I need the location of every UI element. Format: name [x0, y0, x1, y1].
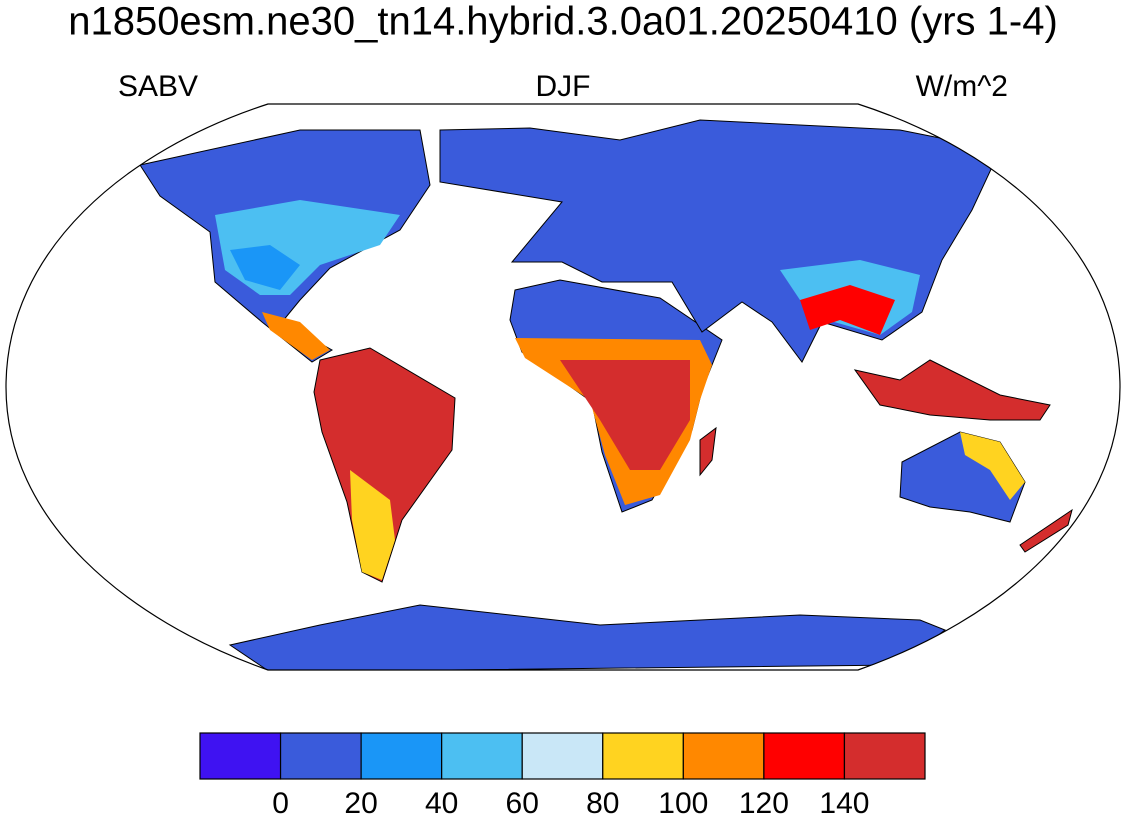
land-region: [1019, 508, 1073, 553]
colorbar-box: [843, 732, 926, 780]
center-label: DJF: [536, 70, 591, 103]
colorbar-box: [199, 732, 282, 780]
colorbar-tick-label: 0: [272, 787, 289, 820]
colorbar-tick-label: 140: [819, 787, 869, 820]
land-region: [228, 604, 946, 670]
colorbar-box: [279, 732, 362, 780]
colorbar-box: [763, 732, 846, 780]
colorbar-tick-label: 60: [506, 787, 539, 820]
map-land: [139, 119, 1073, 670]
land-region: [853, 359, 1051, 421]
land-region: [230, 245, 300, 290]
right-label: W/m^2: [916, 70, 1008, 103]
colorbar-tick-label: 100: [658, 787, 708, 820]
colorbar-box: [441, 732, 523, 780]
colorbar-tick-label: 120: [739, 787, 789, 820]
colorbar-tick-label: 80: [586, 787, 619, 820]
colorbar-box: [682, 732, 765, 780]
figure-title: n1850esm.ne30_tn14.hybrid.3.0a01.2025041…: [68, 0, 1058, 44]
colorbar-tick-label: 20: [344, 787, 377, 820]
map-border: [5, 103, 1121, 671]
land-region: [560, 360, 690, 470]
colorbar: 0 20 40 60 80 100 120 140: [199, 732, 926, 820]
colorbar-tick-label: 40: [425, 787, 458, 820]
land-region: [262, 312, 330, 360]
land-region: [350, 470, 395, 580]
land-region: [800, 285, 895, 335]
land-region: [699, 426, 717, 477]
colorbar-box: [602, 732, 684, 780]
land-region: [313, 347, 456, 583]
left-label: SABV: [118, 70, 198, 103]
colorbar-box: [521, 732, 604, 780]
land-region: [960, 432, 1025, 500]
colorbar-box: [360, 732, 443, 780]
